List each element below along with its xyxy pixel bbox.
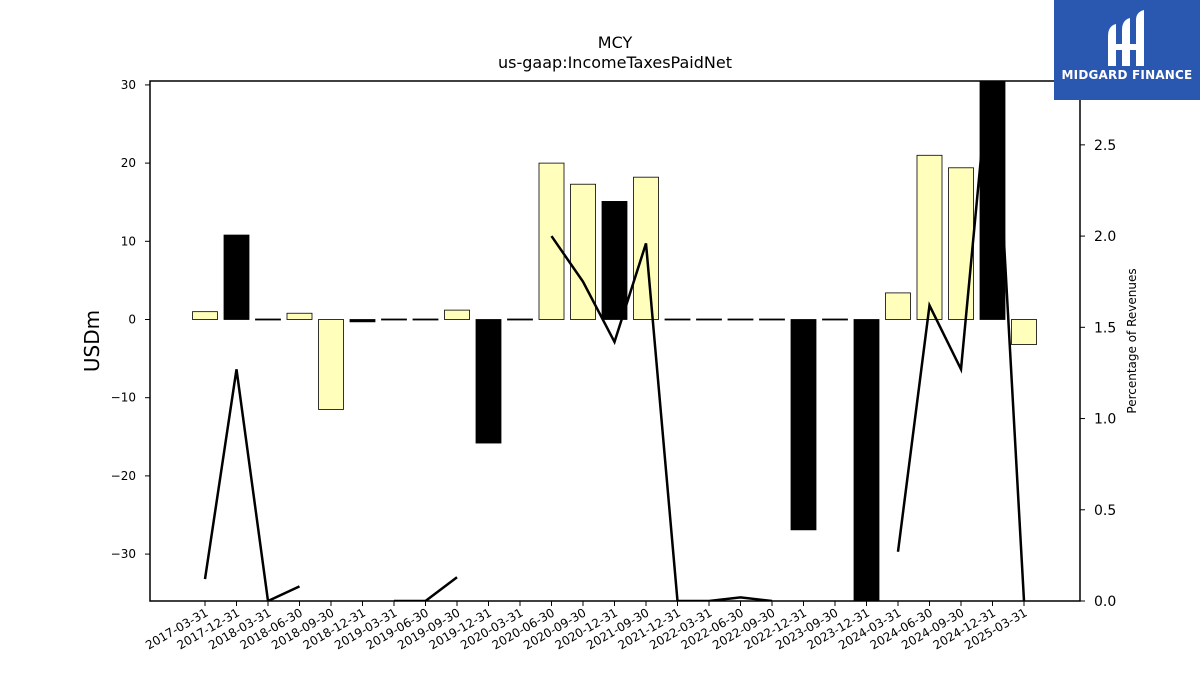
bar-2022-06-30 [727, 318, 754, 321]
y2-axis-label: Percentage of Revenues [1125, 268, 1139, 413]
y2-tick-label: 2.5 [1094, 138, 1116, 154]
y-axis-label: USDm [80, 310, 104, 372]
bar-2017-03-31 [192, 311, 218, 320]
y2-tick-label: 2.0 [1094, 229, 1116, 245]
left-axis: 30 20 10 0 −10 −20 −30 [111, 78, 150, 561]
y2-tick-label: 0.5 [1094, 503, 1116, 519]
chart-title: MCY [598, 33, 633, 52]
bar-2021-12-31 [664, 318, 691, 321]
bar-2025-03-31 [1011, 319, 1037, 345]
line-segment-3 [896, 81, 1026, 601]
right-axis: 2.5 2.0 1.5 1.0 0.5 0.0 [1080, 138, 1116, 610]
y2-tick-label: 1.0 [1094, 412, 1116, 428]
bar-2023-09-30 [822, 318, 848, 321]
y-tick-label: −10 [111, 391, 136, 405]
y-tick-label: 30 [121, 78, 136, 92]
line-segment-2 [550, 235, 773, 601]
line-series [203, 81, 1026, 601]
y-tick-label: 0 [128, 312, 136, 326]
bar-2020-12-31 [601, 201, 628, 320]
y2-tick-label: 0.0 [1094, 594, 1116, 610]
y2-tick-label: 1.5 [1094, 320, 1116, 336]
bar-2018-09-30 [318, 319, 344, 410]
y-tick-label: 10 [121, 234, 136, 248]
x-axis: 2017-03-312017-12-312018-03-312018-06-30… [143, 601, 1030, 652]
bar-2017-12-31 [223, 234, 250, 320]
chart-subtitle: us-gaap:IncomeTaxesPaidNet [498, 53, 732, 72]
brand-name: MIDGARD FINANCE [1061, 68, 1193, 82]
bar-2020-06-30 [538, 162, 565, 320]
bar-2018-12-31 [349, 319, 376, 323]
bar-2019-09-30 [444, 309, 470, 320]
bar-2022-12-31 [790, 319, 817, 531]
plot-frame [149, 80, 1081, 602]
bar-2020-03-31 [507, 318, 533, 321]
bar-2022-03-31 [696, 318, 722, 321]
y-tick-label: −30 [111, 547, 136, 561]
bar-2024-09-30 [948, 167, 974, 320]
bar-2024-03-31 [885, 292, 911, 320]
bar-2018-06-30 [286, 312, 313, 320]
bar-2019-03-31 [381, 318, 407, 321]
bar-2018-03-31 [255, 318, 281, 321]
bar-2024-06-30 [916, 154, 943, 320]
bar-2023-12-31 [853, 319, 880, 602]
y-tick-label: −20 [111, 469, 136, 483]
bar-2019-12-31 [475, 319, 502, 444]
midgard-logo-icon [1108, 10, 1144, 66]
line-segment-0 [203, 369, 301, 601]
line-segment-1 [394, 576, 458, 601]
brand-logo: MIDGARD FINANCE [1054, 0, 1200, 100]
bar-2022-09-30 [759, 318, 785, 321]
y-tick-label: 20 [121, 156, 136, 170]
bar-2019-06-30 [412, 318, 439, 321]
